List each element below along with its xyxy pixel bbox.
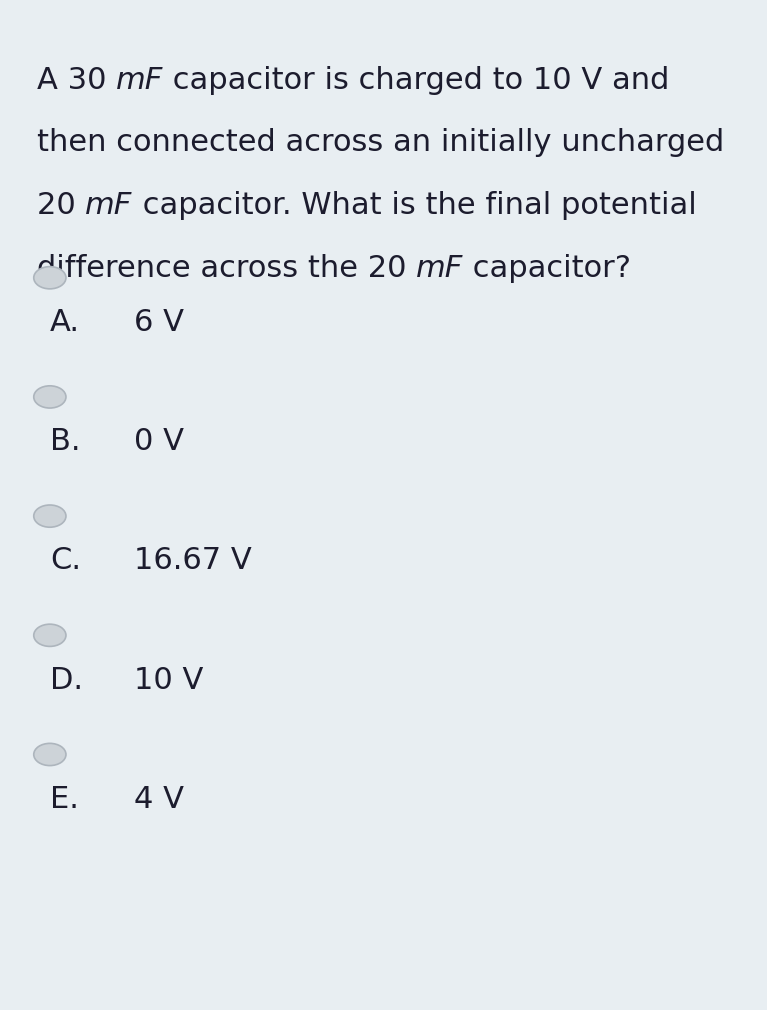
Ellipse shape <box>34 267 66 289</box>
Ellipse shape <box>34 743 66 766</box>
Text: D.: D. <box>50 666 83 695</box>
Ellipse shape <box>34 505 66 527</box>
Text: B.: B. <box>50 427 81 457</box>
Text: 16.67 V: 16.67 V <box>134 546 252 576</box>
Text: A.: A. <box>50 308 80 337</box>
Text: capacitor. What is the final potential: capacitor. What is the final potential <box>133 191 696 220</box>
Text: then connected across an initially uncharged: then connected across an initially uncha… <box>37 128 724 158</box>
Text: E.: E. <box>50 785 79 814</box>
Text: mF: mF <box>85 191 133 220</box>
Text: A 30: A 30 <box>37 66 116 95</box>
Text: C.: C. <box>50 546 81 576</box>
Text: 20: 20 <box>37 191 85 220</box>
Text: capacitor is charged to 10 V and: capacitor is charged to 10 V and <box>163 66 670 95</box>
Text: 10 V: 10 V <box>134 666 203 695</box>
Text: 6 V: 6 V <box>134 308 184 337</box>
Ellipse shape <box>34 624 66 646</box>
Text: difference across the 20: difference across the 20 <box>37 254 416 283</box>
Text: mF: mF <box>416 254 463 283</box>
Ellipse shape <box>34 386 66 408</box>
Text: 4 V: 4 V <box>134 785 184 814</box>
Text: mF: mF <box>116 66 163 95</box>
Text: 0 V: 0 V <box>134 427 184 457</box>
Text: capacitor?: capacitor? <box>463 254 631 283</box>
